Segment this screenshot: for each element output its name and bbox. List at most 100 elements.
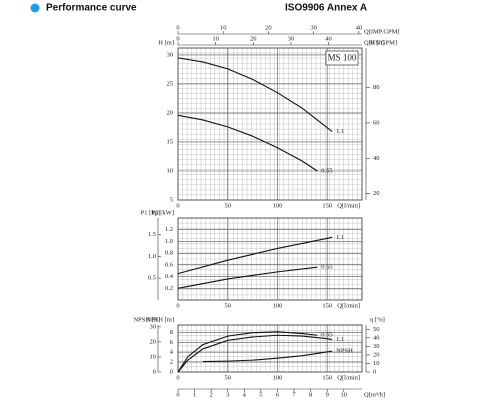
x-tick-label: 150 <box>322 374 332 381</box>
extra-x-tick-label: 9 <box>326 391 329 398</box>
x-axis-label: Q[l/min] <box>337 374 360 381</box>
extra-x-tick-label: 40 <box>325 35 332 42</box>
extra-x-tick-label: 20 <box>265 24 272 31</box>
x-tick-label: 50 <box>224 374 231 381</box>
y2-tick-label: 10 <box>373 360 380 367</box>
y-tick-label: 4 <box>170 349 174 356</box>
extra-x-tick-label: 30 <box>288 35 295 42</box>
y3-tick-label: 30 <box>150 323 157 330</box>
y3-tick-label: 20 <box>150 338 157 345</box>
y-axis-label: P2 [kW] <box>152 209 174 216</box>
extra-x-tick-label: 0 <box>176 391 179 398</box>
y3-tick-label: 10 <box>150 353 157 360</box>
extra-x-tick-label: 30 <box>310 24 317 31</box>
extra-x-axis-label: Q[US.GPM] <box>364 39 397 46</box>
y-tick-label: 15 <box>167 138 174 145</box>
header-standard: ISO9906 Annex A <box>285 3 367 14</box>
y2-tick-label: 40 <box>373 334 380 341</box>
extra-x-tick-label: 0 <box>176 35 179 42</box>
curve <box>177 236 333 275</box>
x-axis-label: Q[l/min] <box>337 202 360 209</box>
extra-x-tick-label: 10 <box>212 35 219 42</box>
curve-label: 1.1 <box>336 234 344 241</box>
curve <box>177 331 318 373</box>
x-tick-label: 100 <box>273 302 283 309</box>
extra-x-tick-label: 6 <box>276 391 280 398</box>
y-tick-label: 0 <box>170 368 173 375</box>
y2-tick-label: 50 <box>373 326 380 333</box>
y-tick-label: 6 <box>170 339 174 346</box>
curve <box>177 114 318 172</box>
curve-label: 0.55 <box>321 167 332 174</box>
y-tick-label: 0.6 <box>165 261 174 268</box>
y2-tick-label: 0 <box>373 368 376 375</box>
y3-tick-label: 1.5 <box>148 231 156 238</box>
extra-x-tick-label: 7 <box>292 391 296 398</box>
y3-axis-label: NPSH [ft] <box>133 316 160 323</box>
x-axis-label: Q[l/min] <box>337 302 360 309</box>
extra-x-tick-label: 10 <box>341 391 348 398</box>
y2-tick-label: 40 <box>373 155 380 162</box>
y-tick-label: 20 <box>167 109 174 116</box>
y2-tick-label: 80 <box>373 84 380 91</box>
extra-x-tick-label: 40 <box>356 24 363 31</box>
y-tick-label: 25 <box>167 80 174 87</box>
y-tick-label: 1.2 <box>165 226 173 233</box>
y2-tick-label: 60 <box>373 119 380 126</box>
y-tick-label: 2 <box>170 359 173 366</box>
extra-x-tick-label: 5 <box>259 391 262 398</box>
y-tick-label: 10 <box>167 167 174 174</box>
curve-label: 0.55 <box>321 332 332 339</box>
y3-tick-label: 1.0 <box>148 253 156 260</box>
model-label: MS 100 <box>328 53 357 63</box>
y2-tick-label: 20 <box>373 351 380 358</box>
x-tick-label: 0 <box>176 202 179 209</box>
extra-x-tick-label: 0 <box>176 24 179 31</box>
y-tick-label: 5 <box>170 196 173 203</box>
y-tick-label: 0.4 <box>165 273 174 280</box>
curve <box>177 266 318 289</box>
curve <box>177 334 333 373</box>
extra-x-axis-label: Q[IMP.GPM] <box>364 28 400 35</box>
x-tick-label: 100 <box>273 374 283 381</box>
y3-tick-label: 0.5 <box>148 275 156 282</box>
header-title: Performance curve <box>46 3 137 14</box>
y2-tick-label: 20 <box>373 190 380 197</box>
extra-x-axis-label: Q[m³/h] <box>364 391 385 398</box>
model-box <box>325 50 359 66</box>
curve-label: 1.1 <box>336 336 344 343</box>
extra-x-tick-label: 20 <box>250 35 257 42</box>
curve-label: NPSH <box>336 348 353 355</box>
extra-x-tick-label: 10 <box>220 24 227 31</box>
x-tick-label: 0 <box>176 302 179 309</box>
extra-x-tick-label: 8 <box>309 391 312 398</box>
y-tick-label: 8 <box>170 329 173 336</box>
y2-tick-label: 30 <box>373 343 380 350</box>
curve <box>177 57 333 132</box>
curve <box>202 350 333 363</box>
y-tick-label: 1.0 <box>165 238 173 245</box>
extra-x-tick-label: 4 <box>243 391 247 398</box>
y-axis-label: H [m] <box>158 39 174 46</box>
y-tick-label: 30 <box>167 51 174 58</box>
y2-axis-label: H [ft] <box>370 39 385 46</box>
x-tick-label: 50 <box>224 202 231 209</box>
curve-label: 1.1 <box>336 128 344 135</box>
y-tick-label: 0.8 <box>165 250 173 257</box>
y-tick-label: 0.2 <box>165 285 173 292</box>
y3-tick-label: 0 <box>153 368 156 375</box>
x-tick-label: 0 <box>176 374 179 381</box>
x-tick-label: 100 <box>273 202 283 209</box>
y-axis-label: NPSH [m] <box>146 316 174 323</box>
header-dot <box>30 3 40 13</box>
extra-x-tick-label: 1 <box>193 391 196 398</box>
curve-label: 0.55 <box>321 264 332 271</box>
x-tick-label: 50 <box>224 302 231 309</box>
y2-axis-label: η [%] <box>370 316 385 323</box>
extra-x-tick-label: 3 <box>226 391 229 398</box>
extra-x-tick-label: 2 <box>210 391 213 398</box>
x-tick-label: 150 <box>322 202 332 209</box>
x-tick-label: 150 <box>322 302 332 309</box>
y3-axis-label: P1 [hp] <box>141 209 160 216</box>
